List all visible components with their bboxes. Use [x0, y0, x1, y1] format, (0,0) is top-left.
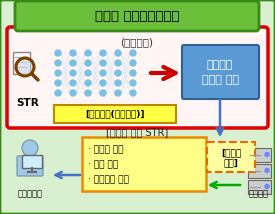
- Circle shape: [100, 90, 106, 96]
- Circle shape: [130, 50, 136, 56]
- FancyBboxPatch shape: [82, 137, 206, 191]
- Circle shape: [115, 60, 121, 66]
- Circle shape: [115, 50, 121, 56]
- Circle shape: [130, 60, 136, 66]
- Circle shape: [265, 153, 269, 156]
- Circle shape: [70, 60, 76, 66]
- Circle shape: [85, 90, 91, 96]
- FancyBboxPatch shape: [248, 147, 271, 162]
- Text: · 계좌 분석: · 계좌 분석: [88, 160, 118, 169]
- Circle shape: [55, 50, 61, 56]
- Circle shape: [100, 70, 106, 76]
- Text: (전산분석): (전산분석): [120, 37, 153, 47]
- Text: [머신러닝(자동학습)]: [머신러닝(자동학습)]: [85, 110, 145, 119]
- Circle shape: [115, 90, 121, 96]
- FancyBboxPatch shape: [22, 155, 42, 168]
- FancyBboxPatch shape: [15, 1, 259, 31]
- Text: 연계]: 연계]: [224, 159, 238, 168]
- FancyBboxPatch shape: [182, 45, 259, 99]
- Circle shape: [55, 90, 61, 96]
- Circle shape: [130, 90, 136, 96]
- Circle shape: [70, 50, 76, 56]
- Text: · 혐의자 분석: · 혐의자 분석: [88, 146, 123, 155]
- Circle shape: [100, 60, 106, 66]
- Circle shape: [70, 80, 76, 86]
- Circle shape: [85, 50, 91, 56]
- Text: 행정기관: 행정기관: [249, 190, 269, 199]
- Text: 심사분석관: 심사분석관: [18, 190, 43, 199]
- FancyBboxPatch shape: [248, 163, 271, 177]
- Circle shape: [100, 50, 106, 56]
- Circle shape: [55, 60, 61, 66]
- FancyBboxPatch shape: [17, 156, 43, 176]
- Text: 차세대 심사분석시스템: 차세대 심사분석시스템: [95, 9, 179, 22]
- Circle shape: [70, 70, 76, 76]
- Circle shape: [265, 168, 269, 172]
- Circle shape: [85, 70, 91, 76]
- Circle shape: [115, 70, 121, 76]
- FancyBboxPatch shape: [248, 180, 271, 193]
- Circle shape: [85, 60, 91, 66]
- Text: 혐의도 측정: 혐의도 측정: [202, 75, 238, 85]
- Circle shape: [130, 80, 136, 86]
- Circle shape: [265, 184, 269, 189]
- FancyBboxPatch shape: [207, 142, 255, 172]
- FancyBboxPatch shape: [54, 105, 176, 123]
- Text: STR: STR: [16, 98, 39, 108]
- Text: [혐의도 높은 STR]: [혐의도 높은 STR]: [106, 127, 168, 137]
- Text: 자금세탁: 자금세탁: [207, 60, 233, 70]
- Circle shape: [100, 80, 106, 86]
- FancyBboxPatch shape: [7, 27, 268, 128]
- Circle shape: [70, 90, 76, 96]
- Circle shape: [16, 58, 34, 76]
- Circle shape: [115, 80, 121, 86]
- FancyBboxPatch shape: [13, 52, 30, 74]
- Text: · 행정자료 입수: · 행정자료 입수: [88, 175, 129, 184]
- Text: [시스템: [시스템: [221, 149, 241, 158]
- Circle shape: [130, 70, 136, 76]
- Circle shape: [85, 80, 91, 86]
- Circle shape: [55, 70, 61, 76]
- Circle shape: [22, 140, 38, 156]
- Circle shape: [55, 80, 61, 86]
